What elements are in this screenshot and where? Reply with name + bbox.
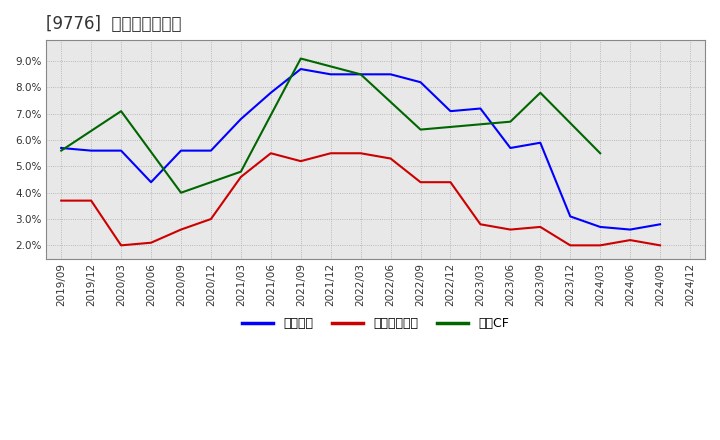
営業CF <box>596 150 605 156</box>
当期経常利益 <box>356 150 365 156</box>
Line: 営業CF: 営業CF <box>61 59 600 193</box>
当期経常利益 <box>237 174 246 180</box>
Line: 当期経常利益: 当期経常利益 <box>61 153 660 246</box>
営業CF <box>356 72 365 77</box>
Legend: 経常利益, 当期経常利益, 営業CF: 経常利益, 当期経常利益, 営業CF <box>237 312 514 335</box>
経常利益 <box>356 72 365 77</box>
経常利益 <box>596 224 605 230</box>
経常利益 <box>416 80 425 85</box>
当期経常利益 <box>656 243 665 248</box>
経常利益 <box>117 148 125 153</box>
当期経常利益 <box>57 198 66 203</box>
営業CF <box>117 109 125 114</box>
経常利益 <box>266 90 275 95</box>
経常利益 <box>566 214 575 219</box>
経常利益 <box>506 145 515 150</box>
当期経常利益 <box>626 238 634 243</box>
Line: 経常利益: 経常利益 <box>61 69 660 230</box>
当期経常利益 <box>147 240 156 246</box>
経常利益 <box>176 148 185 153</box>
当期経常利益 <box>117 243 125 248</box>
営業CF <box>446 125 455 130</box>
営業CF <box>416 127 425 132</box>
当期経常利益 <box>176 227 185 232</box>
当期経常利益 <box>536 224 544 230</box>
当期経常利益 <box>596 243 605 248</box>
経常利益 <box>237 117 246 122</box>
経常利益 <box>147 180 156 185</box>
経常利益 <box>207 148 215 153</box>
当期経常利益 <box>326 150 335 156</box>
経常利益 <box>626 227 634 232</box>
経常利益 <box>476 106 485 111</box>
経常利益 <box>57 145 66 150</box>
営業CF <box>297 56 305 61</box>
当期経常利益 <box>297 158 305 164</box>
経常利益 <box>87 148 96 153</box>
営業CF <box>57 148 66 153</box>
営業CF <box>506 119 515 125</box>
Text: [9776]  マージンの推移: [9776] マージンの推移 <box>46 15 181 33</box>
当期経常利益 <box>446 180 455 185</box>
当期経常利益 <box>87 198 96 203</box>
経常利益 <box>656 222 665 227</box>
経常利益 <box>297 66 305 72</box>
当期経常利益 <box>207 216 215 222</box>
当期経常利益 <box>266 150 275 156</box>
当期経常利益 <box>506 227 515 232</box>
当期経常利益 <box>386 156 395 161</box>
当期経常利益 <box>416 180 425 185</box>
経常利益 <box>536 140 544 145</box>
営業CF <box>237 169 246 174</box>
当期経常利益 <box>476 222 485 227</box>
当期経常利益 <box>566 243 575 248</box>
経常利益 <box>386 72 395 77</box>
営業CF <box>536 90 544 95</box>
経常利益 <box>446 109 455 114</box>
経常利益 <box>326 72 335 77</box>
営業CF <box>176 190 185 195</box>
